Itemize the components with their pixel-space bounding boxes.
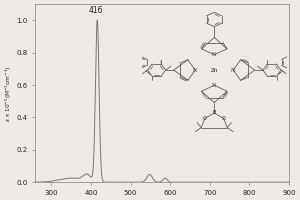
Text: 416: 416 — [89, 6, 103, 15]
Y-axis label: $\varepsilon\times10^{-5}$(M$^{-1}$cm$^{-1}$): $\varepsilon\times10^{-5}$(M$^{-1}$cm$^{… — [4, 65, 14, 122]
